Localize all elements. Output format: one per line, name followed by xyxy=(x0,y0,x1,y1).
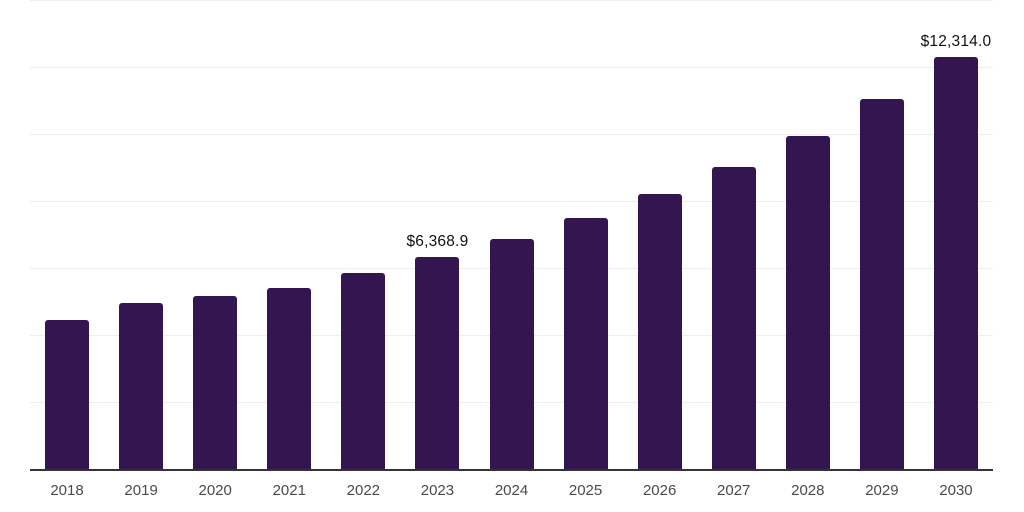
x-tick-label-2020: 2020 xyxy=(198,482,232,499)
x-axis-labels: 2018 2019 2020 2021 2022 2023 2024 2025 2026 2027… xyxy=(30,482,993,506)
bar-2027 xyxy=(711,166,756,470)
gridline-10000 xyxy=(30,134,993,135)
bar-2030 xyxy=(933,57,978,470)
x-tick-label-2025: 2025 xyxy=(568,482,603,499)
bar-2018 xyxy=(45,319,90,470)
data-label-2030: $12,314.0 xyxy=(920,33,992,51)
x-tick-label-2030: 2030 xyxy=(939,482,973,499)
bar-2022 xyxy=(341,273,386,470)
bar-2021 xyxy=(267,287,312,470)
plot-area: $6,368.9 $12,314.0 xyxy=(30,0,993,471)
bar-2019 xyxy=(119,302,164,470)
x-axis-line xyxy=(30,469,993,471)
gridline-12000 xyxy=(30,67,993,68)
gridline-14000 xyxy=(30,0,993,1)
bar-2023 xyxy=(415,256,460,470)
x-tick-label-2021: 2021 xyxy=(272,482,306,499)
x-tick-label-2027: 2027 xyxy=(717,482,751,499)
x-tick-label-2028: 2028 xyxy=(791,482,825,499)
x-tick-label-2022: 2022 xyxy=(346,482,381,499)
data-label-2023: $6,368.9 xyxy=(406,232,469,250)
bar-2026 xyxy=(637,193,682,470)
x-tick-label-2018: 2018 xyxy=(50,482,84,499)
bar-2028 xyxy=(785,136,830,470)
x-tick-label-2024: 2024 xyxy=(494,482,529,499)
bar-2020 xyxy=(193,296,238,470)
x-tick-label-2019: 2019 xyxy=(124,482,158,499)
x-tick-label-2026: 2026 xyxy=(642,482,677,499)
gridline-8000 xyxy=(30,201,993,202)
x-tick-label-2023: 2023 xyxy=(420,482,455,499)
bar-2029 xyxy=(859,99,904,470)
bar-2024 xyxy=(489,238,534,470)
bar-2025 xyxy=(563,218,608,470)
x-tick-label-2029: 2029 xyxy=(865,482,899,499)
